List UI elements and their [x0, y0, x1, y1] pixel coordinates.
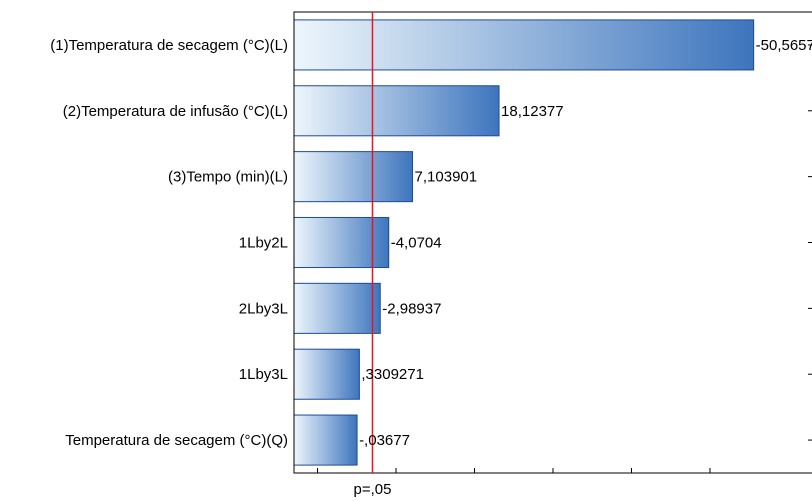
plot-frame: [293, 11, 812, 474]
category-label: 1Lby3L: [239, 366, 288, 383]
value-label: 7,103901: [415, 169, 478, 186]
value-label: 18,12377: [501, 103, 564, 120]
bar: [293, 151, 414, 203]
value-labels: -50,5657 18,12377 7,103901 -4,0704 -2,98937,…: [359, 37, 812, 449]
bar: [293, 414, 358, 466]
ticks-layer: [317, 44, 812, 473]
category-label: 2Lby3L: [239, 300, 288, 317]
value-label: ,3309271: [361, 366, 424, 383]
category-label: (1)Temperatura de secagem (°C)(L): [50, 37, 288, 54]
category-labels: (1)Temperatura de secagem (°C)(L) (2)Temp…: [50, 37, 288, 449]
category-label: (2)Temperatura de infusão (°C)(L): [63, 103, 288, 120]
bar: [293, 282, 381, 334]
bar: [293, 19, 755, 71]
bar: [293, 216, 390, 269]
bar: [293, 85, 500, 137]
value-label: -,03677: [359, 432, 410, 449]
significance-label: p=,05: [354, 481, 392, 498]
bars-layer: [293, 19, 755, 466]
category-label: Temperatura de secagem (°C)(Q): [65, 432, 288, 449]
value-label: -2,98937: [382, 300, 441, 317]
bar: [293, 348, 360, 400]
value-label: -4,0704: [391, 235, 442, 252]
category-label: 1Lby2L: [239, 235, 288, 252]
category-label: (3)Tempo (min)(L): [168, 169, 288, 186]
value-label: -50,5657: [756, 37, 812, 54]
